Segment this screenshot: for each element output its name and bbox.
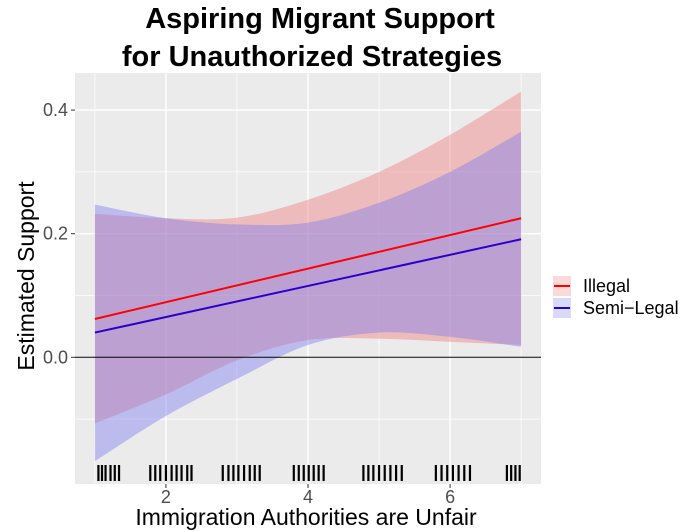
y-axis-title: Estimated Support bbox=[13, 181, 39, 371]
y-tick-label: 0.2 bbox=[43, 224, 68, 244]
chart-title-line-2: for Unauthorized Strategies bbox=[122, 41, 502, 73]
legend-label: Illegal bbox=[583, 276, 630, 296]
fit-line-semi-legal bbox=[94, 238, 522, 334]
confidence-bands bbox=[94, 91, 522, 462]
legend-label: Semi−Legal bbox=[583, 298, 679, 318]
x-tick-label: 4 bbox=[303, 487, 313, 507]
y-tick-label: 0.0 bbox=[43, 347, 68, 367]
rug-marks bbox=[97, 465, 521, 481]
confidence-band-illegal bbox=[94, 91, 522, 424]
fit-line-illegal bbox=[94, 217, 522, 320]
fit-lines bbox=[94, 217, 522, 334]
x-tick-label: 2 bbox=[161, 487, 171, 507]
confidence-band-semi-legal bbox=[94, 131, 522, 462]
y-tick-label: 0.4 bbox=[43, 100, 68, 120]
x-axis-ticks: 2 4 6 bbox=[161, 484, 455, 507]
chart-title-line-1: Aspiring Migrant Support bbox=[145, 3, 495, 35]
y-axis-ticks: 0.0 0.2 0.4 bbox=[43, 100, 75, 367]
x-axis-title: Immigration Authorities are Unfair bbox=[135, 504, 477, 530]
x-tick-label: 6 bbox=[445, 487, 455, 507]
